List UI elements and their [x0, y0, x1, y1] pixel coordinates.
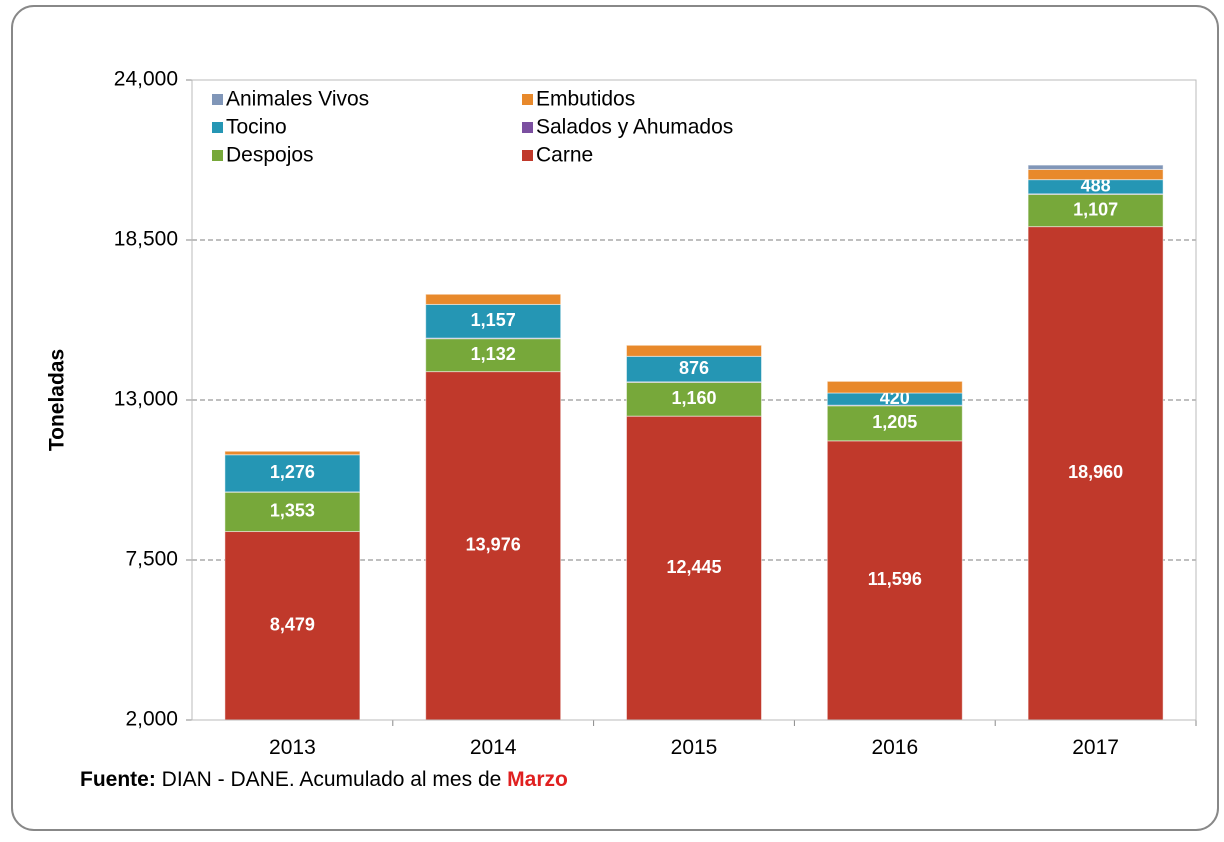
bar-segment: [627, 345, 762, 356]
data-label: 1,132: [471, 344, 516, 364]
y-tick-label: 13,000: [114, 388, 178, 411]
legend-swatch: [212, 150, 223, 161]
legend-swatch: [212, 122, 223, 133]
bar-segment: [225, 451, 360, 454]
legend-label: Despojos: [226, 144, 314, 167]
x-tick-label: 2015: [671, 736, 718, 759]
data-label: 1,160: [671, 388, 716, 408]
data-label: 1,353: [270, 501, 315, 521]
source-label: Fuente:: [80, 768, 156, 791]
bar-segment: [426, 294, 561, 304]
legend-swatch: [212, 94, 223, 105]
data-label: 18,960: [1068, 462, 1123, 482]
legend-swatch: [522, 94, 533, 105]
data-label: 1,276: [270, 462, 315, 482]
bar-segment: [827, 381, 962, 393]
data-label: 876: [679, 358, 709, 378]
data-label: 12,445: [666, 557, 721, 577]
bar-segment: [1028, 165, 1163, 169]
legend-swatch: [522, 150, 533, 161]
source-text: DIAN - DANE. Acumulado al mes de: [162, 768, 502, 791]
legend-swatch: [522, 122, 533, 133]
source-note: Fuente: DIAN - DANE. Acumulado al mes de…: [80, 768, 568, 791]
legend-label: Carne: [536, 144, 593, 167]
y-tick-label: 18,500: [114, 228, 178, 251]
y-axis-title: Toneladas: [46, 349, 69, 451]
bar-segment: [1028, 169, 1163, 179]
source-highlight: Marzo: [507, 768, 568, 791]
data-label: 1,157: [471, 310, 516, 330]
data-label: 13,976: [466, 535, 521, 555]
data-label: 8,479: [270, 615, 315, 635]
data-label: 1,205: [872, 412, 917, 432]
data-label: 11,596: [868, 569, 922, 589]
data-label: 1,107: [1073, 199, 1118, 219]
legend-label: Tocino: [226, 116, 287, 139]
x-tick-label: 2014: [470, 736, 517, 759]
y-tick-label: 2,000: [125, 708, 178, 731]
y-tick-label: 24,000: [114, 68, 178, 91]
y-tick-label: 7,500: [125, 548, 178, 571]
x-tick-label: 2016: [871, 736, 918, 759]
legend-label: Salados y Ahumados: [536, 116, 733, 139]
legend-label: Embutidos: [536, 88, 635, 111]
x-tick-label: 2017: [1072, 736, 1119, 759]
legend-label: Animales Vivos: [226, 88, 369, 111]
x-tick-label: 2013: [269, 736, 316, 759]
